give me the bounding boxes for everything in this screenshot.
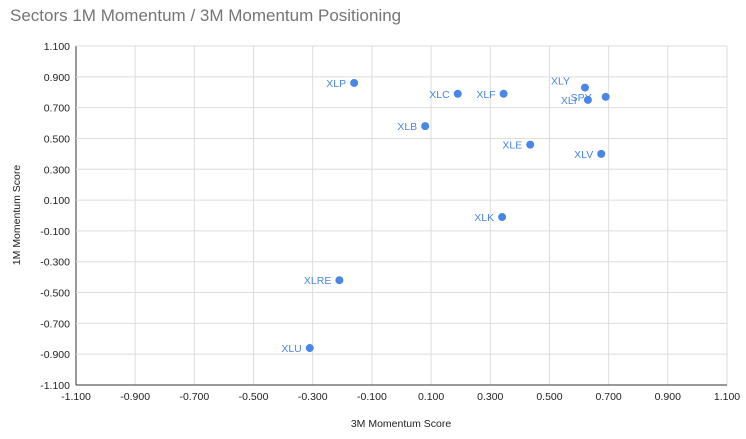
y-tick-label: -0.900 [40, 349, 70, 361]
data-point [335, 276, 344, 285]
data-point [453, 89, 462, 98]
y-tick-label: -0.300 [40, 257, 70, 269]
data-point [583, 95, 592, 104]
x-tick-label: -0.300 [298, 391, 328, 403]
data-point [601, 92, 610, 101]
point-label: XLK [474, 212, 494, 224]
x-tick-label: -0.900 [120, 391, 150, 403]
y-tick-label: 1.100 [44, 41, 70, 53]
data-point [350, 78, 359, 87]
point-label: XLE [502, 140, 522, 152]
x-tick-label: 0.900 [655, 391, 681, 403]
x-tick-label: -0.100 [357, 391, 387, 403]
x-tick-label: 0.700 [595, 391, 621, 403]
point-label: XLP [326, 78, 346, 90]
y-tick-label: -0.500 [40, 288, 70, 300]
x-axis-title: 3M Momentum Score [351, 418, 452, 430]
data-point [421, 122, 430, 131]
y-tick-label: -1.100 [40, 380, 70, 392]
point-label: XLF [476, 89, 495, 101]
x-tick-label: 0.500 [536, 391, 562, 403]
point-label: XLB [397, 121, 417, 133]
y-tick-label: -0.700 [40, 318, 70, 330]
data-point [499, 89, 508, 98]
data-point [498, 213, 507, 222]
x-tick-label: 0.300 [477, 391, 503, 403]
point-label: XLI [561, 95, 577, 107]
x-tick-label: 0.100 [418, 391, 444, 403]
y-tick-label: 0.100 [44, 195, 70, 207]
y-tick-label: 0.700 [44, 103, 70, 115]
y-axis-title: 1M Momentum Score [11, 165, 23, 266]
y-tick-label: 0.500 [44, 133, 70, 145]
x-tick-label: -1.100 [61, 391, 91, 403]
point-label: XLY [551, 76, 570, 88]
y-axis-ticks: 1.100 0.900 0.700 0.500 0.300 0.100 -0.100 -0.3… [40, 41, 70, 392]
grid-lines [75, 45, 728, 386]
data-point [580, 83, 589, 92]
x-tick-label: -0.700 [179, 391, 209, 403]
y-tick-label: -0.100 [40, 226, 70, 238]
point-label: XLV [574, 149, 593, 161]
point-label: SPY [571, 92, 592, 104]
x-tick-label: 1.100 [714, 391, 740, 403]
chart-title: Sectors 1M Momentum / 3M Momentum Positi… [10, 6, 402, 25]
point-label: XLU [281, 343, 301, 355]
x-tick-label: -0.500 [239, 391, 269, 403]
data-point [597, 149, 606, 158]
data-point [305, 344, 314, 353]
y-tick-label: 0.300 [44, 164, 70, 176]
data-point [526, 140, 535, 149]
point-label: XLC [429, 89, 450, 101]
point-label: XLRE [304, 275, 331, 287]
y-tick-label: 0.900 [44, 72, 70, 84]
x-axis-ticks: -1.100 -0.900 -0.700 -0.500 -0.300 -0.100 0.10… [61, 391, 740, 403]
